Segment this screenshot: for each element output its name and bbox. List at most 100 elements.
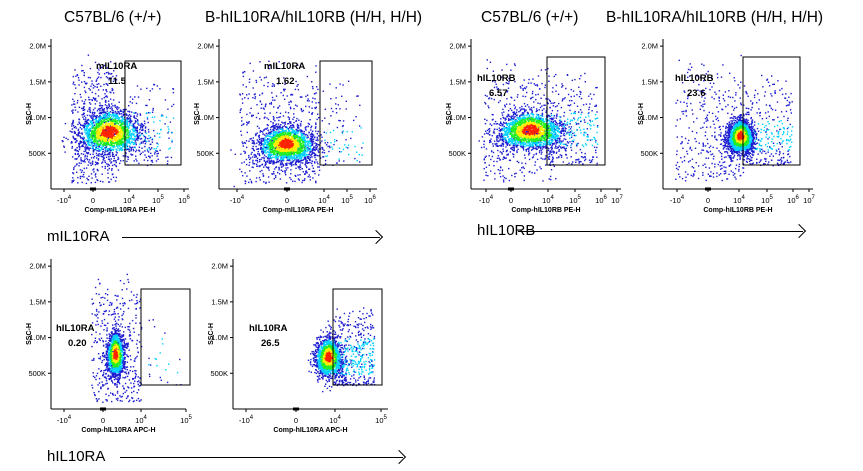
y-tick-label: 2.0M — [29, 42, 46, 51]
x-axis-label: Comp-mIL10RA PE-H — [85, 207, 156, 214]
y-axis-label: SSC-H — [638, 103, 645, 125]
arrow-hil10ra — [120, 457, 403, 458]
event-dots — [230, 60, 364, 188]
x-tick-label: 105 — [341, 195, 353, 205]
y-tick-label: 1.5M — [449, 77, 466, 86]
x-tick-label: 105 — [375, 415, 387, 425]
y-tick-label: 1.5M — [29, 297, 46, 306]
header-wt-m: C57BL/6 (+/+) — [64, 9, 162, 26]
gate-value: 1.62 — [276, 76, 295, 87]
x-tick-label: 104 — [318, 195, 330, 205]
y-axis-label: SSC-H — [446, 103, 453, 125]
gate-value: 6.57 — [489, 88, 508, 99]
y-tick-label: 2.0M — [29, 262, 46, 271]
x-tick-label: 104 — [135, 415, 147, 425]
y-tick-label: 500K — [28, 369, 46, 378]
gate-value: 0.20 — [68, 338, 87, 349]
x-tick-label: 104 — [329, 415, 341, 425]
gate-box — [140, 288, 191, 386]
header-humanized-h: B-hIL10RA/hIL10RB (H/H, H/H) — [606, 9, 824, 26]
x-tick-label: 0 — [294, 416, 298, 425]
gate-label: hIL10RA — [249, 323, 288, 334]
gate-value: 11.5 — [108, 76, 127, 87]
y-axis-label: SSC-H — [26, 103, 33, 125]
x-tick-label: 106 — [364, 195, 376, 205]
x-axis-label: Comp-hIL10RB PE-H — [511, 207, 580, 214]
y-tick-label: 1.0M — [29, 333, 46, 342]
y-tick-label: 1.0M — [29, 113, 46, 122]
y-tick-label: 500K — [196, 149, 214, 158]
y-tick-label: 1.0M — [449, 113, 466, 122]
x-tick-label: 106 — [595, 195, 607, 205]
x-tick-label: 0 — [285, 196, 289, 205]
y-tick-label: 2.0M — [197, 42, 214, 51]
header-wt-h: C57BL/6 (+/+) — [481, 9, 579, 26]
x-tick-label: 105 — [569, 195, 581, 205]
flow-plot-mil10ra-humanized: 500K 1.0M 1.5M 2.0M SSC-H -104 0 104 105 106 Comp-… — [194, 39, 377, 214]
x-tick-label: 0 — [91, 196, 95, 205]
x-tick-label: 106 — [178, 195, 190, 205]
gate-label: hIL10RA — [56, 323, 95, 334]
y-tick-label: 1.0M — [211, 333, 228, 342]
y-tick-label: 1.5M — [29, 77, 46, 86]
header-humanized-m: B-hIL10RA/hIL10RB (H/H, H/H) — [205, 9, 423, 26]
x-tick-label: 107 — [803, 195, 815, 205]
y-tick-label: 2.0M — [641, 42, 658, 51]
gate-box — [332, 288, 383, 386]
gate-box — [319, 60, 373, 166]
x-tick-label: 0 — [509, 196, 513, 205]
x-tick-label: -104 — [670, 195, 685, 205]
gate-box — [124, 60, 182, 166]
event-dots — [675, 54, 794, 182]
arrow-hil10rb — [518, 231, 803, 232]
x-tick-label: 104 — [123, 195, 135, 205]
x-tick-label: -104 — [239, 415, 254, 425]
x-axis-label: Comp-mIL10RA PE-H — [263, 207, 334, 214]
x-tick-label: 0 — [101, 416, 105, 425]
arrow-label-hil10ra: hIL10RA — [47, 448, 106, 465]
gate-label: hIL10RB — [477, 73, 516, 84]
y-tick-label: 1.5M — [641, 77, 658, 86]
x-tick-label: -104 — [57, 195, 72, 205]
gate-box — [742, 56, 801, 166]
gate-value: 26.5 — [261, 338, 280, 349]
y-tick-label: 1.5M — [211, 297, 228, 306]
y-tick-label: 500K — [448, 149, 466, 158]
arrow-label-mil10ra: mIL10RA — [47, 228, 110, 245]
y-tick-label: 500K — [210, 369, 228, 378]
flow-plot-mil10ra-wt: 500K 1.0M 1.5M 2.0M SSC-H -104 0 104 105 106 Comp-… — [26, 39, 191, 214]
x-tick-label: 105 — [180, 415, 192, 425]
y-tick-label: 500K — [28, 149, 46, 158]
gate-label: hIL10RB — [675, 73, 714, 84]
y-tick-label: 2.0M — [211, 262, 228, 271]
flow-plot-hil10rb-wt: 500K 1.0M 1.5M 2.0M SSC-H -104 0 104 105 106 107 Co… — [446, 39, 624, 214]
flow-plot-hil10ra-humanized: 500K 1.0M 1.5M 2.0M SSC-H -104 0 104 105 Comp-hIL… — [208, 259, 388, 434]
y-tick-label: 500K — [640, 149, 658, 158]
event-dots — [61, 54, 175, 185]
y-axis-label: SSC-H — [194, 103, 201, 125]
x-axis-label: Comp-hIL10RA APC-H — [81, 427, 155, 434]
event-dots — [307, 307, 376, 393]
gate-label: mIL10RA — [264, 61, 305, 72]
x-tick-label: 104 — [542, 195, 554, 205]
x-tick-label: 0 — [706, 196, 710, 205]
y-tick-label: 2.0M — [449, 42, 466, 51]
y-axis-label: SSC-H — [208, 323, 215, 345]
y-tick-label: 1.0M — [197, 113, 214, 122]
x-tick-label: 105 — [152, 195, 164, 205]
event-dots — [478, 59, 599, 183]
gate-label: mIL10RA — [96, 61, 137, 72]
gate-value: 23.6 — [687, 88, 706, 99]
event-dots — [91, 273, 182, 403]
x-axis-label: Comp-hIL10RB PE-H — [703, 207, 772, 214]
arrow-label-hil10rb: hIL10RB — [477, 222, 536, 239]
x-tick-label: 105 — [761, 195, 773, 205]
x-axis-label: Comp-hIL10RA APC-H — [273, 427, 347, 434]
y-tick-label: 1.0M — [641, 113, 658, 122]
flow-plot-hil10rb-humanized: 500K 1.0M 1.5M 2.0M SSC-H -104 0 104 105 106 107 Co… — [638, 39, 816, 214]
y-axis-label: SSC-H — [26, 323, 33, 345]
x-tick-label: -104 — [57, 415, 72, 425]
flow-plot-hil10ra-wt: 500K 1.0M 1.5M 2.0M SSC-H -104 0 104 105 Comp-hIL… — [26, 259, 193, 434]
gate-box — [546, 56, 606, 166]
x-tick-label: 104 — [733, 195, 745, 205]
